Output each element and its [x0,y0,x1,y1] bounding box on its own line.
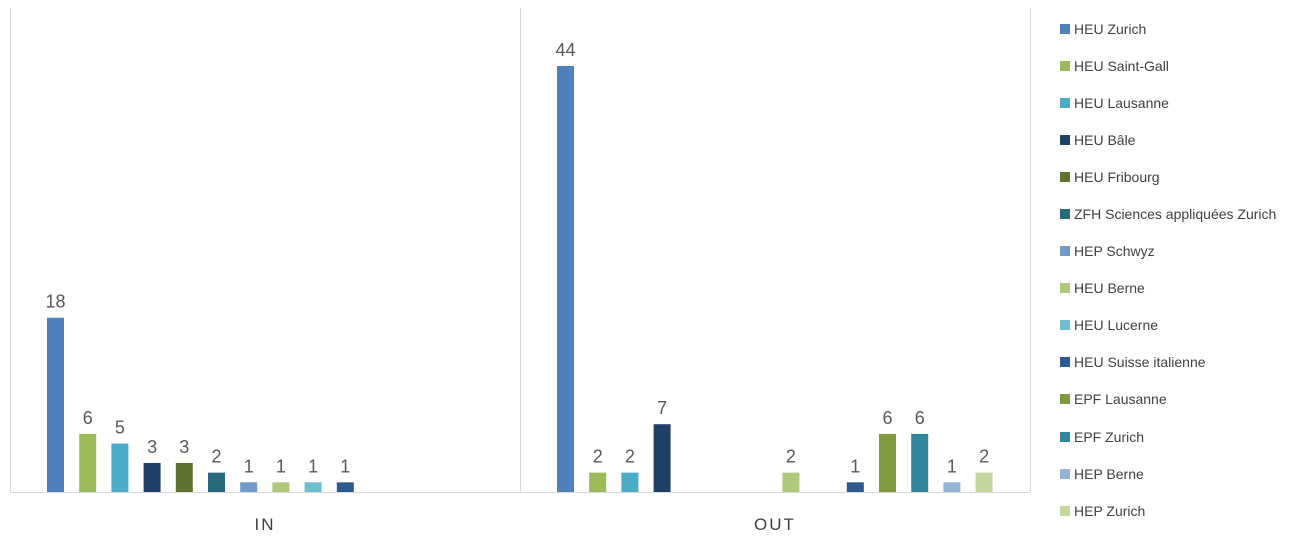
legend-swatch [1060,23,1070,34]
legend-label: HEU Lucerne [1074,317,1159,334]
legend-label: HEP Schwyz [1074,243,1155,260]
category-label-in: IN [255,515,276,534]
legend-swatch [1060,357,1070,368]
data-label: 6 [83,408,93,428]
legend-label: HEU Saint-Gall [1074,57,1169,74]
bar-out-14 [975,472,993,492]
chart-legend: HEU Zurich HEU Saint-Gall HEU Lausanne HEU … [1060,10,1313,529]
legend-item: HEU Berne [1060,270,1313,307]
legend-swatch [1060,283,1070,294]
legend-item: HEU Suisse italienne [1060,344,1313,381]
data-label: 2 [625,447,635,467]
legend-swatch [1060,468,1070,479]
legend-item: HEU Lucerne [1060,307,1313,344]
data-label: 1 [276,456,286,476]
legend-swatch [1060,209,1070,220]
bar-out-8 [782,472,800,492]
bar-in-8 [272,482,290,492]
bar-in-1 [47,317,64,492]
bar-in-7 [240,482,258,492]
legend-item: EPF Lausanne [1060,381,1313,418]
legend-item: HEU Lausanne [1060,84,1313,121]
legend-label: ZFH Sciences appliquées Zurich [1074,206,1277,223]
data-label: 6 [915,408,925,428]
legend-label: HEP Zurich [1074,502,1146,519]
bar-out-13 [943,482,961,492]
legend-swatch [1060,394,1070,405]
legend-swatch [1060,60,1070,71]
legend-label: HEU Suisse italienne [1074,354,1206,371]
data-label: 44 [555,40,575,60]
data-label: 5 [115,418,125,438]
data-label: 1 [947,456,957,476]
data-label: 1 [850,456,860,476]
legend-swatch [1060,505,1070,516]
legend-item: HEP Zurich [1060,492,1313,529]
bar-in-2 [79,433,97,492]
bar-in-5 [175,462,193,492]
bar-out-3 [621,472,639,492]
legend-label: HEU Zurich [1074,20,1147,37]
bar-in-3 [111,443,129,492]
data-label: 7 [657,398,667,418]
bar-out-1 [557,66,574,492]
bar-out-4 [653,424,671,492]
bar-out-12 [911,433,929,492]
legend-item: HEP Schwyz [1060,233,1313,270]
data-label: 2 [979,447,989,467]
legend-label: EPF Lausanne [1074,391,1167,408]
bar-out-11 [879,433,896,492]
legend-swatch [1060,431,1070,442]
bar-in-10 [336,482,354,492]
legend-swatch [1060,134,1070,145]
legend-label: HEU Fribourg [1074,168,1160,185]
category-label-out: OUT [754,515,796,534]
bar-out-2 [589,472,607,492]
legend-label: HEP Berne [1074,465,1144,482]
data-label: 2 [786,447,796,467]
legend-item: HEU Saint-Gall [1060,47,1313,84]
data-label: 2 [593,447,603,467]
bar-in-9 [304,482,322,492]
legend-item: HEU Zurich [1060,10,1313,47]
legend-swatch [1060,246,1070,257]
data-label: 6 [882,408,892,428]
legend-label: HEU Bâle [1074,131,1136,148]
legend-swatch [1060,97,1070,108]
data-label: 2 [211,447,221,467]
legend-label: EPF Zurich [1074,428,1145,445]
legend-swatch [1060,320,1070,331]
legend-item: EPF Zurich [1060,418,1313,455]
bar-out-10 [846,482,864,492]
bar-in-6 [208,472,225,492]
data-label: 1 [308,456,318,476]
legend-item: HEU Fribourg [1060,158,1313,195]
data-label: 3 [147,437,157,457]
data-label: 18 [45,292,65,312]
legend-item: HEP Berne [1060,455,1313,492]
data-label: 3 [179,437,189,457]
legend-swatch [1060,171,1070,182]
data-label: 1 [244,456,254,476]
legend-label: HEU Lausanne [1074,94,1169,111]
data-label: 1 [340,456,350,476]
legend-label: HEU Berne [1074,280,1145,297]
bar-in-4 [143,462,161,492]
legend-item: ZFH Sciences appliquées Zurich [1060,195,1313,232]
legend-item: HEU Bâle [1060,121,1313,158]
